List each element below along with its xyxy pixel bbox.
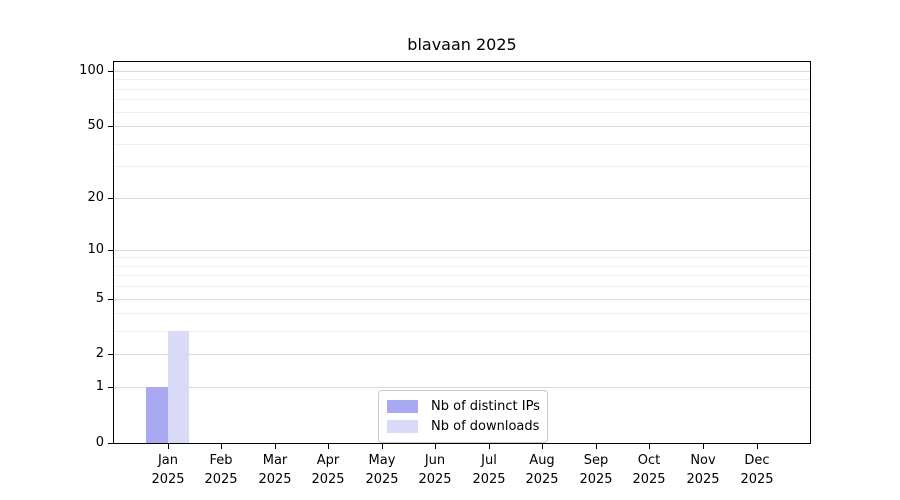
- x-tick-month: Mar: [262, 453, 288, 468]
- x-tick-label: Nov 2025: [675, 451, 731, 489]
- x-tick-label: Jul 2025: [461, 451, 517, 489]
- y-tick-label: 1: [95, 379, 104, 394]
- x-tick-month: Jun: [424, 453, 446, 468]
- x-tick-year: 2025: [418, 472, 452, 487]
- x-tick-mark: [435, 444, 436, 449]
- minor-gridline: [114, 313, 810, 314]
- x-tick-mark: [275, 444, 276, 449]
- major-gridline: [114, 126, 810, 127]
- x-tick-month: Jul: [481, 453, 497, 468]
- y-tick-label: 50: [87, 118, 104, 133]
- x-tick-month: Dec: [744, 453, 770, 468]
- y-tick-mark: [108, 387, 113, 388]
- bar-nb-of-downloads: [167, 331, 189, 443]
- x-tick-month: Apr: [316, 453, 340, 468]
- minor-gridline: [114, 257, 810, 258]
- y-tick-label: 20: [87, 190, 104, 205]
- legend-item-label: Nb of distinct IPs: [431, 399, 540, 414]
- y-tick-mark: [108, 71, 113, 72]
- x-tick-mark: [168, 444, 169, 449]
- x-tick-month: Nov: [690, 453, 716, 468]
- legend-swatch: [387, 400, 418, 413]
- x-tick-label: Dec 2025: [729, 451, 785, 489]
- x-tick-year: 2025: [258, 472, 292, 487]
- major-gridline: [114, 387, 810, 388]
- x-tick-mark: [489, 444, 490, 449]
- x-tick-month: Feb: [209, 453, 233, 468]
- y-tick-mark: [108, 126, 113, 127]
- x-tick-year: 2025: [686, 472, 720, 487]
- y-tick-label: 5: [95, 291, 104, 306]
- x-tick-month: Oct: [637, 453, 661, 468]
- plot-area: [113, 61, 811, 444]
- major-gridline: [114, 198, 810, 199]
- x-tick-year: 2025: [311, 472, 345, 487]
- y-tick-label: 10: [87, 242, 104, 257]
- legend-item: Nb of distinct IPs: [387, 398, 540, 415]
- x-tick-year: 2025: [525, 472, 559, 487]
- x-tick-year: 2025: [579, 472, 613, 487]
- major-gridline: [114, 354, 810, 355]
- x-tick-label: Oct 2025: [621, 451, 677, 489]
- x-tick-year: 2025: [632, 472, 666, 487]
- x-tick-month: Sep: [583, 453, 609, 468]
- x-tick-mark: [221, 444, 222, 449]
- x-tick-mark: [649, 444, 650, 449]
- x-tick-label: Feb 2025: [193, 451, 249, 489]
- x-tick-mark: [328, 444, 329, 449]
- y-tick-mark: [108, 443, 113, 444]
- x-tick-label: Aug 2025: [514, 451, 570, 489]
- x-tick-label: Sep 2025: [568, 451, 624, 489]
- minor-gridline: [114, 79, 810, 80]
- x-tick-label: Mar 2025: [247, 451, 303, 489]
- major-gridline: [114, 299, 810, 300]
- minor-gridline: [114, 112, 810, 113]
- minor-gridline: [114, 275, 810, 276]
- x-tick-label: Jun 2025: [407, 451, 463, 489]
- major-gridline: [114, 71, 810, 72]
- x-tick-mark: [703, 444, 704, 449]
- minor-gridline: [114, 166, 810, 167]
- minor-gridline: [114, 286, 810, 287]
- y-tick-mark: [108, 354, 113, 355]
- minor-gridline: [114, 331, 810, 332]
- x-tick-year: 2025: [204, 472, 238, 487]
- minor-gridline: [114, 144, 810, 145]
- minor-gridline: [114, 89, 810, 90]
- x-tick-mark: [757, 444, 758, 449]
- legend-item-label: Nb of downloads: [431, 419, 540, 434]
- chart-title: blavaan 2025: [407, 35, 517, 54]
- x-tick-label: May 2025: [354, 451, 410, 489]
- y-tick-label: 0: [95, 435, 104, 450]
- minor-gridline: [114, 99, 810, 100]
- x-tick-year: 2025: [740, 472, 774, 487]
- x-tick-month: Jan: [157, 453, 179, 468]
- major-gridline: [114, 250, 810, 251]
- x-tick-mark: [596, 444, 597, 449]
- x-tick-month: Aug: [529, 453, 555, 468]
- x-tick-year: 2025: [472, 472, 506, 487]
- minor-gridline: [114, 266, 810, 267]
- y-tick-mark: [108, 299, 113, 300]
- y-tick-mark: [108, 250, 113, 251]
- x-tick-label: Apr 2025: [300, 451, 356, 489]
- x-tick-mark: [382, 444, 383, 449]
- bar-nb-of-distinct-ips: [146, 387, 168, 443]
- y-tick-mark: [108, 198, 113, 199]
- y-tick-label: 100: [79, 63, 104, 78]
- legend-swatch: [387, 420, 418, 433]
- x-tick-month: May: [368, 453, 396, 468]
- x-tick-year: 2025: [151, 472, 185, 487]
- legend-item: Nb of downloads: [387, 418, 540, 435]
- x-tick-mark: [542, 444, 543, 449]
- x-tick-year: 2025: [365, 472, 399, 487]
- y-tick-label: 2: [95, 346, 104, 361]
- x-tick-label: Jan 2025: [140, 451, 196, 489]
- legend: Nb of distinct IPs Nb of downloads: [378, 390, 548, 443]
